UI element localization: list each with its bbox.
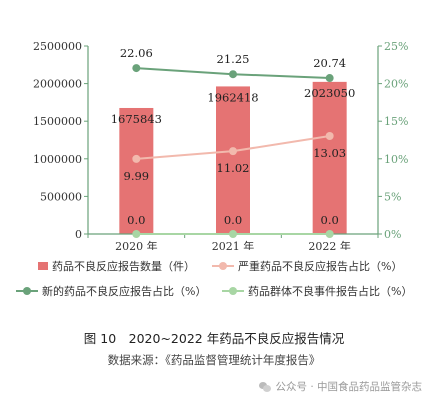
series-point <box>325 74 334 83</box>
y-right-tick-label: 25% <box>384 40 408 53</box>
legend-swatch-line <box>222 286 244 296</box>
legend-label: 药品群体不良事件报告占比（%） <box>248 285 413 298</box>
y-right-tick-label: 5% <box>384 190 401 203</box>
legend-item-group-event-ratio: 药品群体不良事件报告占比（%） <box>222 283 412 299</box>
legend-item-serious-ratio: 严重药品不良反应报告占比（%） <box>212 258 402 274</box>
legend-item-new-ratio: 新的药品不良反应报告占比（%） <box>16 283 206 299</box>
y-left-tick-label: 2500000 <box>33 40 82 53</box>
series-point <box>229 147 237 156</box>
legend-label: 新的药品不良反应报告占比（%） <box>42 285 207 298</box>
bar-value-label: 1675843 <box>111 112 162 126</box>
line-value-label: 9.99 <box>124 169 150 183</box>
legend-swatch-bar <box>38 262 48 270</box>
bar-value-label: 1962418 <box>207 90 258 104</box>
series-point <box>132 64 141 73</box>
series-point <box>132 230 141 238</box>
y-right-tick-label: 15% <box>384 115 408 128</box>
series-point <box>132 154 141 163</box>
legend-swatch-line <box>212 261 234 271</box>
line-value-label: 22.06 <box>120 46 153 60</box>
x-tick-label: 2021 年 <box>212 239 255 250</box>
line-value-label: 21.25 <box>217 52 250 66</box>
y-right-tick-label: 0% <box>384 228 401 241</box>
footer-watermark: 公众号 · 中国食品药品监管杂志 <box>259 379 422 394</box>
legend-swatch-line <box>16 286 38 296</box>
chart: 0 500000 1000000 1500000 2000000 2500000 0% 5% 1… <box>33 40 408 250</box>
figure-caption: 图 10 2020~2022 年药品不良反应报告情况 <box>83 331 345 346</box>
series-point <box>229 230 237 238</box>
footer-text: 公众号 · 中国食品药品监管杂志 <box>275 381 422 393</box>
line-value-label: 11.02 <box>217 161 250 175</box>
y-left-tick-label: 500000 <box>40 190 82 203</box>
bar <box>216 86 250 234</box>
y-left-tick-label: 1000000 <box>33 153 82 166</box>
y-left-tick-label: 1500000 <box>33 115 82 128</box>
line-value-label: 13.03 <box>313 146 346 160</box>
y-right-tick-label: 10% <box>384 153 408 166</box>
line-value-label: 0.0 <box>127 213 145 227</box>
y-right-tick-label: 20% <box>384 78 408 91</box>
y-left-tick-label: 2000000 <box>33 78 82 91</box>
line-value-label: 0.0 <box>321 213 339 227</box>
legend-label: 药品不良反应报告数量（件） <box>52 260 195 273</box>
x-tick-label: 2022 年 <box>308 239 351 250</box>
line-value-label: 20.74 <box>313 56 346 70</box>
line-value-label: 0.0 <box>224 213 242 227</box>
bar-value-label: 2023050 <box>304 86 355 100</box>
y-left-tick-label: 0 <box>75 228 82 241</box>
legend-label: 严重药品不良反应报告占比（%） <box>238 260 403 273</box>
legend-item-report-count: 药品不良反应报告数量（件） <box>38 258 195 274</box>
data-source: 数据来源：《药品监督管理统计年度报告》 <box>107 353 321 367</box>
bar <box>119 107 154 234</box>
bar <box>312 81 347 234</box>
series-point <box>325 230 334 238</box>
wechat-icon <box>259 381 272 392</box>
series-point <box>229 70 237 79</box>
x-tick-label: 2020 年 <box>115 239 158 250</box>
series-point <box>325 132 334 141</box>
